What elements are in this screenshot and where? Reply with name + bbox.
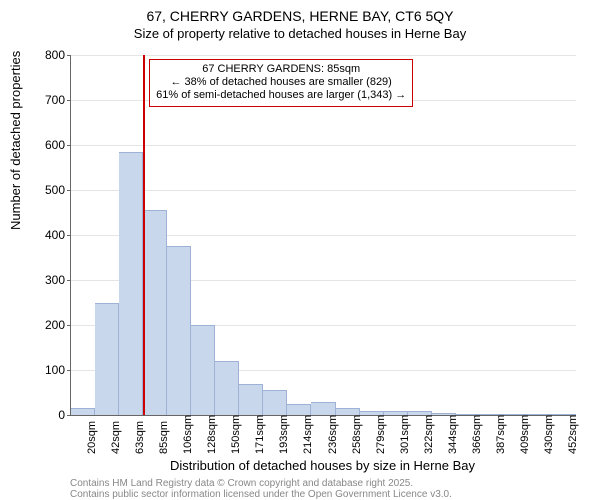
x-tick-label: 387sqm	[495, 415, 507, 454]
x-tick-label: 279sqm	[375, 415, 387, 454]
x-tick-label: 322sqm	[423, 415, 435, 454]
y-tick-mark	[67, 145, 70, 146]
x-tick-label: 150sqm	[230, 415, 242, 454]
annotation-line2: ← 38% of detached houses are smaller (82…	[156, 76, 406, 89]
x-tick-label: 106sqm	[182, 415, 194, 454]
y-tick-mark	[67, 55, 70, 56]
y-tick-label: 500	[45, 183, 65, 197]
x-tick-label: 214sqm	[302, 415, 314, 454]
x-tick-label: 128sqm	[206, 415, 218, 454]
y-tick-label: 300	[45, 273, 65, 287]
y-tick-mark	[67, 190, 70, 191]
histogram-bar	[95, 303, 119, 416]
x-tick-label: 193sqm	[278, 415, 290, 454]
y-tick-label: 0	[58, 408, 65, 422]
annotation-line3: 61% of semi-detached houses are larger (…	[156, 89, 406, 102]
chart-title-sub: Size of property relative to detached ho…	[0, 24, 600, 41]
x-tick-label: 85sqm	[158, 421, 170, 454]
histogram-bar	[167, 246, 191, 415]
gridline	[71, 145, 576, 146]
x-axis-label: Distribution of detached houses by size …	[70, 458, 575, 473]
y-axis-label: Number of detached properties	[8, 51, 23, 230]
chart-title-main: 67, CHERRY GARDENS, HERNE BAY, CT6 5QY	[0, 0, 600, 24]
chart-container: 67, CHERRY GARDENS, HERNE BAY, CT6 5QY S…	[0, 0, 600, 500]
histogram-bar	[263, 390, 287, 415]
x-tick-label: 258sqm	[351, 415, 363, 454]
plot-area: 67 CHERRY GARDENS: 85sqm ← 38% of detach…	[70, 55, 576, 416]
attribution: Contains HM Land Registry data © Crown c…	[70, 478, 452, 500]
y-tick-mark	[67, 325, 70, 326]
histogram-bar	[143, 210, 167, 415]
x-tick-label: 430sqm	[543, 415, 555, 454]
x-tick-label: 301sqm	[399, 415, 411, 454]
y-tick-label: 600	[45, 138, 65, 152]
x-tick-label: 63sqm	[134, 421, 146, 454]
histogram-bar	[71, 408, 95, 415]
y-tick-label: 700	[45, 93, 65, 107]
y-tick-mark	[67, 100, 70, 101]
y-tick-mark	[67, 280, 70, 281]
x-tick-label: 366sqm	[471, 415, 483, 454]
x-tick-label: 409sqm	[519, 415, 531, 454]
annotation-line1: 67 CHERRY GARDENS: 85sqm	[156, 63, 406, 76]
y-tick-label: 800	[45, 48, 65, 62]
y-tick-label: 100	[45, 363, 65, 377]
histogram-bar	[239, 384, 263, 416]
attribution-line1: Contains HM Land Registry data © Crown c…	[70, 478, 452, 489]
y-tick-mark	[67, 370, 70, 371]
attribution-line2: Contains public sector information licen…	[70, 489, 452, 500]
x-tick-label: 42sqm	[110, 421, 122, 454]
histogram-bar	[119, 152, 143, 415]
histogram-bar	[215, 361, 239, 415]
gridline	[71, 55, 576, 56]
property-marker-line	[143, 55, 145, 415]
x-tick-label: 20sqm	[86, 421, 98, 454]
x-tick-label: 344sqm	[447, 415, 459, 454]
histogram-bar	[311, 402, 335, 416]
y-tick-mark	[67, 415, 70, 416]
x-tick-label: 171sqm	[254, 415, 266, 454]
gridline	[71, 190, 576, 191]
x-tick-label: 236sqm	[327, 415, 339, 454]
histogram-bar	[191, 325, 215, 415]
histogram-bar	[287, 404, 311, 415]
y-tick-label: 200	[45, 318, 65, 332]
x-tick-label: 452sqm	[567, 415, 579, 454]
y-tick-label: 400	[45, 228, 65, 242]
annotation-box: 67 CHERRY GARDENS: 85sqm ← 38% of detach…	[149, 59, 413, 107]
y-tick-mark	[67, 235, 70, 236]
